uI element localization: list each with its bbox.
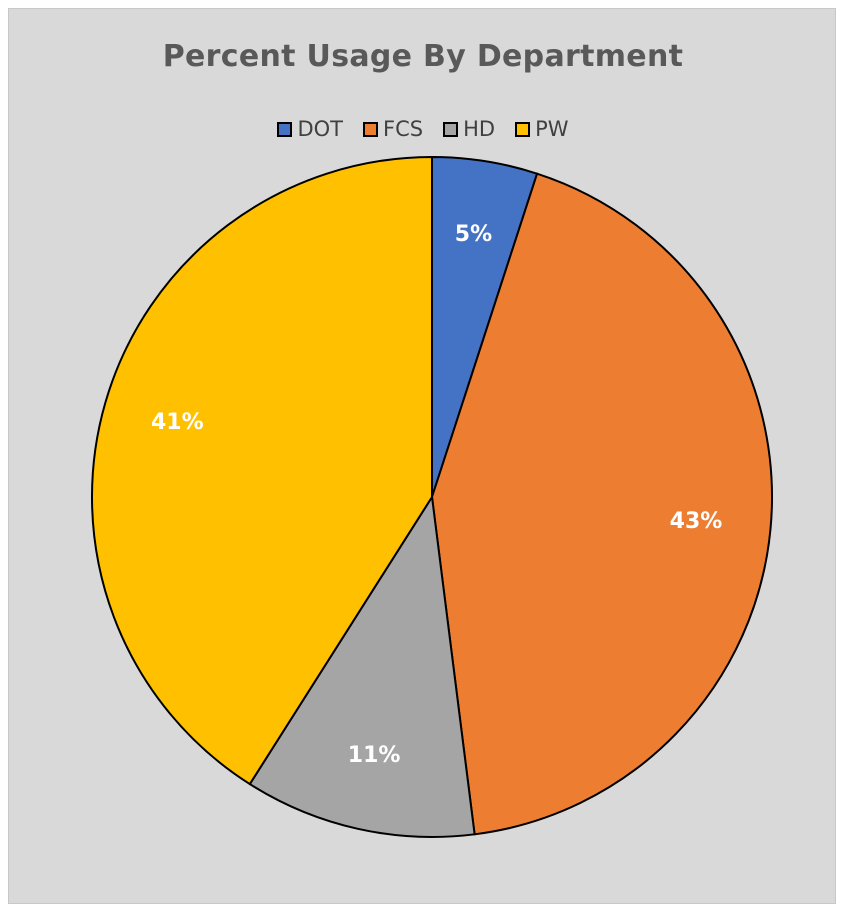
legend-label-fcs: FCS: [383, 117, 424, 141]
legend-item-pw: PW: [515, 117, 569, 141]
chart-title: Percent Usage By Department: [162, 39, 684, 74]
legend-swatch-pw: [515, 121, 531, 137]
pie-chart: 5% 43% 11% 41%: [91, 155, 773, 838]
legend-swatch-dot: [277, 121, 293, 137]
legend-label-dot: DOT: [297, 117, 344, 141]
pie-slice-fcs: [430, 172, 773, 836]
legend-item-hd: HD: [443, 117, 495, 141]
chart-area: Percent Usage By Department DOT FCS HD P…: [8, 8, 836, 904]
legend-swatch-hd: [443, 121, 459, 137]
legend: DOT FCS HD PW: [9, 117, 837, 141]
data-label-fcs: 43%: [670, 509, 723, 534]
legend-item-dot: DOT: [277, 117, 343, 141]
pie-slice-hd: [248, 494, 476, 838]
legend-label-hd: HD: [463, 117, 496, 141]
data-label-hd: 11%: [348, 743, 401, 768]
legend-label-pw: PW: [535, 117, 569, 141]
data-label-dot: 5%: [455, 222, 492, 247]
data-label-pw: 41%: [151, 410, 204, 435]
pie-slice-pw: [91, 155, 433, 786]
legend-item-fcs: FCS: [363, 117, 423, 141]
legend-swatch-fcs: [363, 121, 379, 137]
